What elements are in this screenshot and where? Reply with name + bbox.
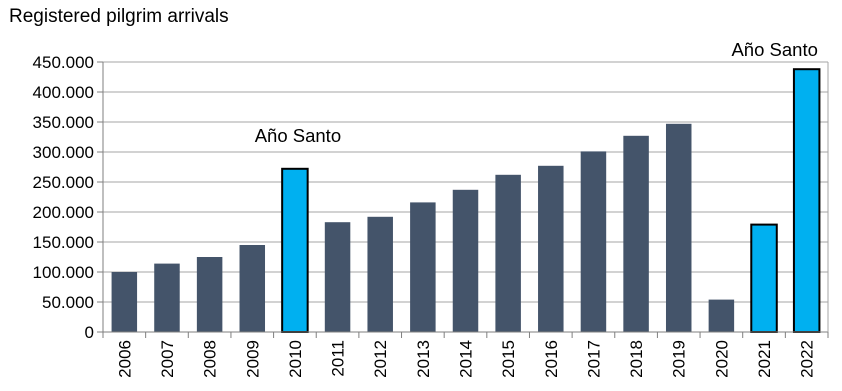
bar-2015 [495,174,521,332]
bar-2007 [154,263,180,332]
chart-title: Registered pilgrim arrivals [9,6,229,27]
x-tick-label: 2021 [755,340,774,378]
y-tick-label: 100.000 [33,263,94,282]
bar-2012 [367,216,393,332]
x-tick-label: 2020 [712,340,731,378]
bar-2018 [623,135,649,332]
y-tick-label: 450.000 [33,53,94,72]
y-tick-label: 0 [85,323,94,342]
x-tick-label: 2007 [158,340,177,378]
axes [97,61,829,338]
y-tick-label: 200.000 [33,203,94,222]
x-tick-label: 2022 [798,340,817,378]
bar-2016 [538,165,564,332]
bar-2014 [452,189,479,332]
x-tick-labels: 2006 2007 2008 2009 2010 2011 2012 2013 2014 2015… [115,340,816,378]
x-tick-label: 2019 [670,340,689,378]
x-tick-label: 2006 [115,340,134,378]
y-tick-label: 150.000 [33,233,94,252]
y-tick-label: 50.000 [42,293,94,312]
bar-2021 [750,223,778,334]
annotation-label: Año Santo [731,39,817,60]
bar-2017 [580,151,607,332]
bar-2010 [281,167,309,333]
bar-2011 [324,222,351,332]
x-tick-label: 2017 [584,340,603,378]
bar-2019 [665,123,692,332]
bars [111,68,821,334]
x-tick-label: 2016 [542,340,561,378]
x-tick-label: 2012 [371,340,390,378]
x-tick-label: 2010 [286,340,305,378]
x-tick-label: 2009 [243,340,262,378]
bar-2009 [239,245,266,332]
y-tick-label: 300.000 [33,143,94,162]
x-tick-label: 2011 [329,340,348,377]
y-tick-label: 400.000 [33,83,94,102]
bar-2020 [708,299,735,332]
y-tick-labels: 0 50.000 100.000 150.000 200.000 250.000 300.0… [33,53,94,342]
x-tick-label: 2018 [627,340,646,378]
annotation-label: Año Santo [255,125,341,146]
x-tick-label: 2014 [457,340,476,378]
bar-2006 [111,272,138,332]
annotations: Año Santo Año Santo [255,39,818,146]
bar-2008 [196,257,223,332]
x-tick-label: 2015 [499,340,518,378]
x-tick-label: 2013 [414,340,433,378]
y-tick-label: 350.000 [33,113,94,132]
bar-2022 [792,68,821,333]
y-tick-label: 250.000 [33,173,94,192]
x-tick-label: 2008 [201,340,220,378]
bar-2013 [410,202,436,332]
